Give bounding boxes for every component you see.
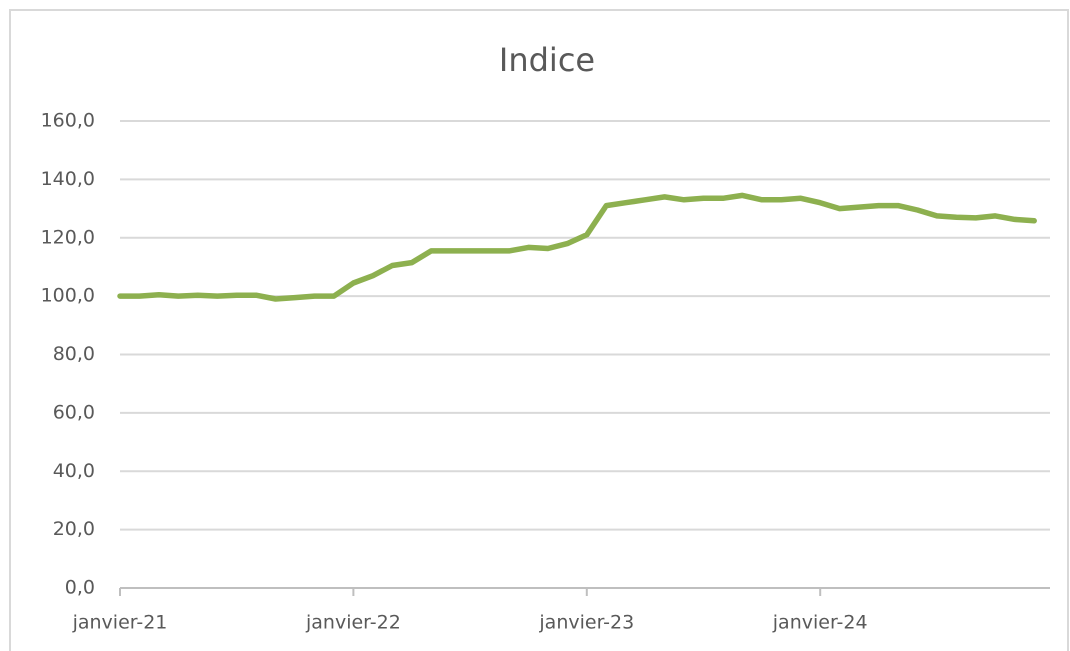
y-tick-label: 100,0	[41, 285, 95, 307]
x-tick-label: janvier-22	[305, 612, 401, 634]
y-tick-label: 0,0	[65, 577, 95, 599]
line-series	[117, 192, 1037, 302]
y-tick-label: 140,0	[41, 168, 95, 190]
x-tick-label: janvier-24	[772, 612, 868, 634]
y-tick-label: 20,0	[53, 518, 95, 540]
y-tick-label: 160,0	[41, 110, 95, 132]
y-tick-label: 120,0	[41, 226, 95, 248]
x-tick-label: janvier-21	[72, 612, 168, 634]
y-tick-label: 40,0	[53, 460, 95, 482]
x-tick-label: janvier-23	[538, 612, 634, 634]
chart-border	[9, 9, 1069, 651]
y-tick-label: 60,0	[53, 401, 95, 423]
chart-title: Indice	[499, 41, 595, 79]
y-tick-label: 80,0	[53, 343, 95, 365]
